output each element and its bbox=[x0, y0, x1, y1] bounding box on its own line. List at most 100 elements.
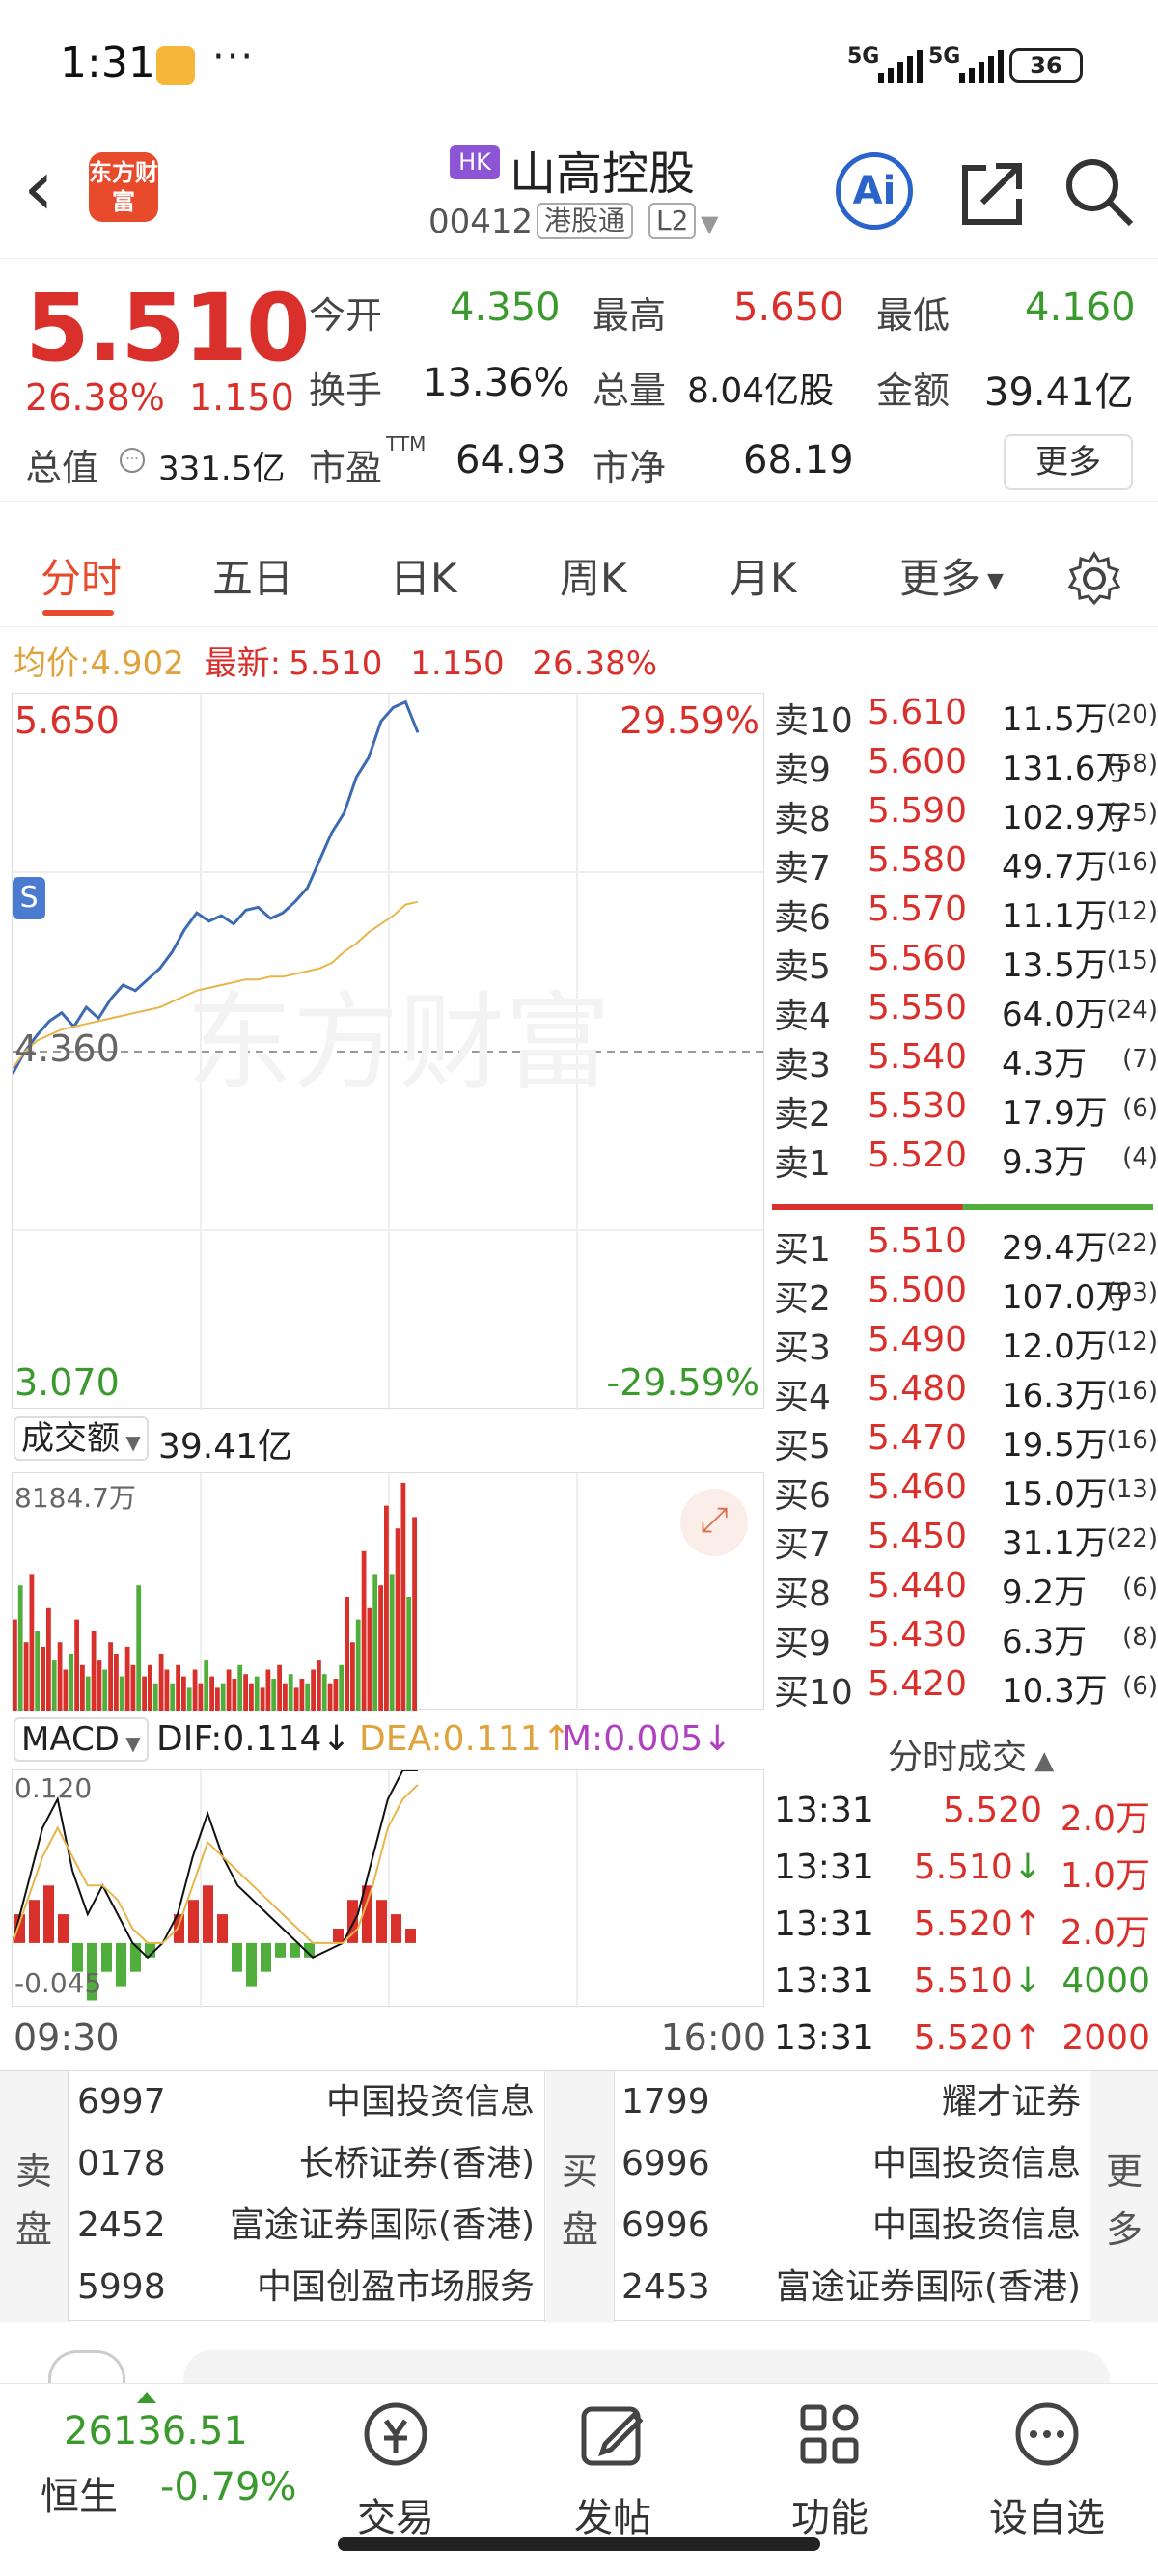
more-brokers-button[interactable]: 更多 bbox=[1090, 2071, 1158, 2322]
ask-level: 卖7 bbox=[774, 849, 831, 889]
ask-row[interactable]: 卖8 5.590 102.9万 (25) bbox=[772, 791, 1158, 839]
volume-chart[interactable]: 8184.7万 ⤢ bbox=[12, 1472, 764, 1711]
level-dropdown-icon[interactable]: ▼ bbox=[701, 210, 719, 237]
macd-hist-bar bbox=[391, 1914, 401, 1943]
tick-price-text: 5.520 bbox=[913, 2018, 1013, 2058]
share-icon[interactable] bbox=[953, 154, 1031, 232]
sell-broker-row[interactable]: 2452 富途证券国际(香港) bbox=[77, 2195, 540, 2257]
tab-intraday[interactable]: 分时 bbox=[41, 555, 123, 602]
tab-monthly-k[interactable]: 月K bbox=[730, 555, 797, 602]
ask-row[interactable]: 卖10 5.610 11.5万 (20) bbox=[772, 693, 1158, 741]
comment-avatar[interactable] bbox=[48, 2350, 125, 2389]
tab-daily-k[interactable]: 日K bbox=[390, 555, 457, 602]
amount-label: 金额 bbox=[876, 370, 951, 412]
gear-icon[interactable] bbox=[1065, 550, 1123, 608]
function-label: 功能 bbox=[791, 2496, 868, 2540]
buy-broker-row[interactable]: 1799 耀才证券 bbox=[621, 2071, 1087, 2133]
tick-volume: 2.0万 bbox=[1060, 1799, 1150, 1839]
volume-bar bbox=[321, 1674, 327, 1711]
pb-label: 市净 bbox=[593, 447, 667, 489]
bid-row[interactable]: 买8 5.440 9.2万 (6) bbox=[772, 1566, 1158, 1614]
tab-more[interactable]: 更多 ▼ bbox=[899, 546, 1004, 605]
ask-row[interactable]: 卖6 5.570 11.1万 (12) bbox=[772, 890, 1158, 938]
avg-price-line bbox=[13, 900, 419, 1069]
buy-broker-row[interactable]: 6996 中国投资信息 bbox=[621, 2195, 1087, 2257]
bid-row[interactable]: 买4 5.480 16.3万 (16) bbox=[772, 1369, 1158, 1417]
tick-price: 5.520↑ bbox=[914, 2018, 1042, 2058]
bid-level: 买5 bbox=[774, 1427, 831, 1466]
divider bbox=[614, 2071, 615, 2322]
ask-row[interactable]: 卖2 5.530 17.9万 (6) bbox=[772, 1086, 1158, 1135]
stock-name[interactable]: 山高控股 bbox=[510, 147, 696, 201]
ask-volume: 131.6万 bbox=[1002, 750, 1129, 788]
buy-broker-row[interactable]: 6996 中国投资信息 bbox=[621, 2133, 1087, 2195]
info-icon[interactable]: ··· bbox=[120, 448, 145, 473]
tab-weekly-k[interactable]: 周K bbox=[560, 555, 627, 602]
tick-row: 13:31 5.510↓ 1.0万 bbox=[772, 1848, 1158, 1896]
ask-row[interactable]: 卖5 5.560 13.5万 (15) bbox=[772, 939, 1158, 987]
buy-broker-row[interactable]: 2453 富途证券国际(香港) bbox=[621, 2257, 1087, 2318]
post-button[interactable]: 发帖 bbox=[540, 2384, 685, 2542]
tab-five-day[interactable]: 五日 bbox=[212, 555, 294, 602]
volume-bar bbox=[74, 1619, 79, 1711]
index-change[interactable]: -0.79% bbox=[160, 2465, 297, 2509]
comment-input-bar[interactable] bbox=[183, 2350, 1110, 2389]
volume-bar bbox=[271, 1679, 277, 1711]
macd-indicator-select[interactable]: MACD ▼ bbox=[14, 1717, 149, 1762]
back-icon[interactable]: ‹ bbox=[23, 143, 54, 233]
volume-bar bbox=[254, 1676, 260, 1711]
volume-indicator-select[interactable]: 成交额 ▼ bbox=[14, 1416, 149, 1461]
expand-icon[interactable]: ⤢ bbox=[680, 1489, 748, 1556]
ask-row[interactable]: 卖4 5.550 64.0万 (24) bbox=[772, 988, 1158, 1036]
macd-hist-bar bbox=[203, 1885, 213, 1943]
ask-level: 卖3 bbox=[774, 1046, 831, 1085]
ask-row[interactable]: 卖7 5.580 49.7万 (16) bbox=[772, 840, 1158, 889]
ask-level: 卖8 bbox=[774, 800, 831, 839]
trade-icon bbox=[364, 2402, 427, 2466]
signal-marker[interactable]: S bbox=[13, 877, 45, 919]
bid-row[interactable]: 买10 5.420 10.3万 (6) bbox=[772, 1664, 1158, 1713]
bid-row[interactable]: 买6 5.460 15.0万 (13) bbox=[772, 1467, 1158, 1516]
bid-price: 5.490 bbox=[867, 1320, 967, 1359]
index-value[interactable]: 26136.51 bbox=[64, 2409, 248, 2453]
bid-row[interactable]: 买7 5.450 31.1万 (22) bbox=[772, 1517, 1158, 1565]
sell-broker-row[interactable]: 5998 中国创盈市场服务 bbox=[77, 2257, 540, 2318]
bid-row[interactable]: 买2 5.500 107.0万 (93) bbox=[772, 1271, 1158, 1319]
volume-bar bbox=[389, 1574, 395, 1711]
ask-count: (58) bbox=[1106, 750, 1158, 779]
app-logo[interactable]: 东方财富 bbox=[89, 152, 158, 222]
bid-row[interactable]: 买9 5.430 6.3万 (8) bbox=[772, 1615, 1158, 1663]
bid-row[interactable]: 买3 5.490 12.0万 (12) bbox=[772, 1320, 1158, 1368]
macd-chart[interactable]: 0.120 -0.045 bbox=[12, 1769, 764, 2008]
ask-row[interactable]: 卖1 5.520 9.3万 (4) bbox=[772, 1136, 1158, 1184]
volume-bar bbox=[91, 1631, 96, 1711]
intraday-chart[interactable]: 东方财富 5.650 4.360 3.070 29.59% -29.59% S bbox=[12, 693, 765, 1410]
volume-bar bbox=[80, 1664, 85, 1711]
bid-row[interactable]: 买1 5.510 29.4万 (22) bbox=[772, 1221, 1158, 1270]
ask-row[interactable]: 卖3 5.540 4.3万 (7) bbox=[772, 1037, 1158, 1085]
search-icon[interactable] bbox=[1060, 152, 1137, 230]
index-name[interactable]: 恒生 bbox=[41, 2475, 118, 2519]
bid-row[interactable]: 买5 5.470 19.5万 (16) bbox=[772, 1418, 1158, 1466]
trade-button[interactable]: 交易 bbox=[323, 2384, 468, 2542]
home-indicator[interactable] bbox=[338, 2537, 820, 2551]
ticks-header[interactable]: 分时成交 ▲ bbox=[888, 1729, 1054, 1779]
pe-ttm-sup: TTM bbox=[386, 432, 427, 455]
level-badge[interactable]: L2 bbox=[648, 203, 697, 239]
sell-broker-row[interactable]: 0178 长桥证券(香港) bbox=[77, 2133, 540, 2195]
tick-volume: 2000 bbox=[1062, 2018, 1150, 2058]
function-button[interactable]: 功能 bbox=[758, 2384, 902, 2542]
volume-bar bbox=[41, 1646, 45, 1711]
ask-row[interactable]: 卖9 5.600 131.6万 (58) bbox=[772, 742, 1158, 790]
active-tab-indicator bbox=[42, 610, 114, 616]
ask-price: 5.600 bbox=[867, 742, 967, 781]
sell-broker-row[interactable]: 6997 中国投资信息 bbox=[77, 2071, 540, 2133]
volume-bar bbox=[299, 1679, 305, 1711]
ai-button[interactable]: Ai bbox=[836, 152, 913, 230]
bid-volume: 19.5万 bbox=[1002, 1426, 1108, 1465]
macd-hist-bar bbox=[72, 1942, 83, 1972]
volume-bar bbox=[412, 1517, 417, 1711]
more-quote-button[interactable]: 更多 bbox=[1004, 434, 1133, 490]
add-watchlist-button[interactable]: 设自选 bbox=[975, 2384, 1119, 2542]
high-value: 5.650 bbox=[733, 286, 844, 330]
